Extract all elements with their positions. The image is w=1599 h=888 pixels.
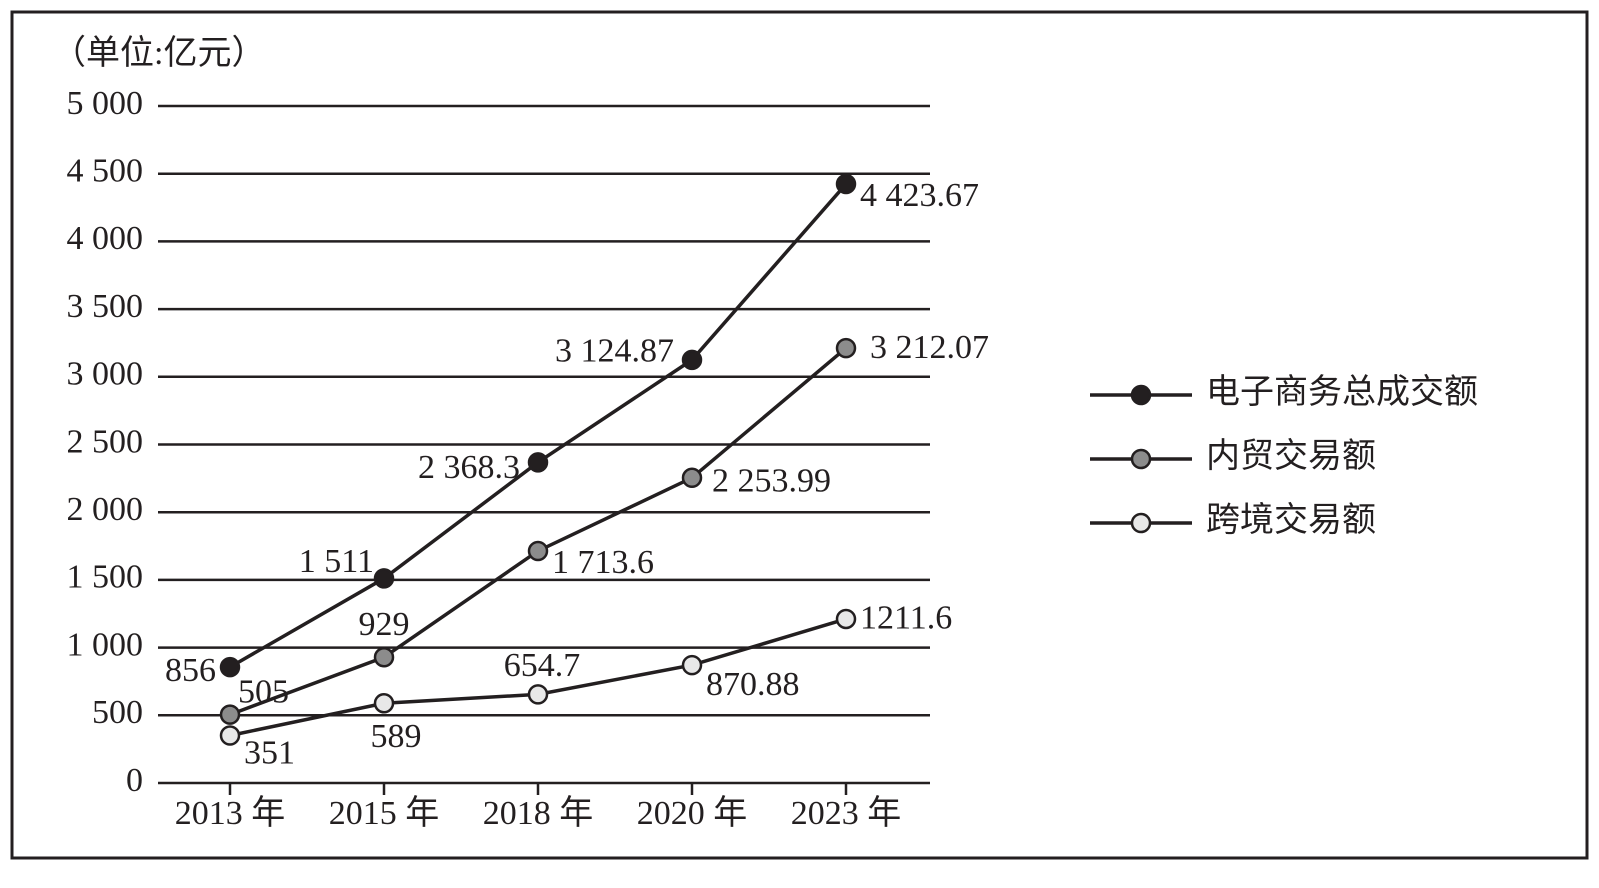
data-label: 2 253.99 <box>712 463 831 500</box>
x-tick-label: 2018 年 <box>483 794 594 832</box>
point <box>527 452 549 473</box>
legend-label: 内贸交易额 <box>1206 437 1376 475</box>
y-tick-label: 1 500 <box>67 559 144 596</box>
point <box>527 684 549 705</box>
point <box>373 692 395 714</box>
point <box>373 646 395 668</box>
data-label: 2 368.3 <box>418 449 520 486</box>
data-label: 1211.6 <box>860 600 952 637</box>
point <box>219 704 241 725</box>
data-label: 870.88 <box>706 666 800 703</box>
point <box>219 725 241 746</box>
y-tick-label: 4 500 <box>67 152 144 189</box>
data-label: 4 423.67 <box>860 177 979 214</box>
point <box>681 654 703 676</box>
y-tick-label: 1 000 <box>67 626 144 663</box>
data-label: 856 <box>165 652 216 689</box>
legend-label: 电子商务总成交额 <box>1206 373 1478 411</box>
x-tick-label: 2023 年 <box>791 794 902 832</box>
point <box>835 337 857 359</box>
point <box>835 173 857 195</box>
y-tick-label: 0 <box>126 762 143 799</box>
point <box>835 608 857 630</box>
data-label: 351 <box>244 734 295 771</box>
y-tick-label: 3 000 <box>67 356 144 393</box>
y-tick-label: 500 <box>92 694 143 731</box>
point <box>681 349 703 371</box>
data-label: 654.7 <box>504 647 581 684</box>
data-label: 3 124.87 <box>555 333 674 370</box>
data-label: 3 212.07 <box>870 329 989 366</box>
x-tick-label: 2020 年 <box>637 794 748 832</box>
legend-label: 跨境交易额 <box>1206 501 1376 539</box>
point <box>681 467 703 489</box>
point <box>373 568 395 589</box>
x-tick-label: 2015 年 <box>329 794 440 832</box>
y-tick-label: 5 000 <box>67 85 144 122</box>
frame <box>10 10 1589 860</box>
x-tick-label: 2013 年 <box>175 794 286 832</box>
data-label: 1 713.6 <box>552 544 654 581</box>
legend-marker <box>1130 512 1152 534</box>
legend-marker <box>1130 448 1152 470</box>
unit-label: （单位:亿元） <box>52 34 265 72</box>
data-label: 505 <box>238 673 289 710</box>
data-label: 929 <box>359 606 410 643</box>
y-tick-label: 4 000 <box>67 220 144 257</box>
point <box>527 540 549 562</box>
y-tick-label: 3 500 <box>67 288 144 325</box>
legend-marker <box>1130 384 1152 406</box>
data-label: 589 <box>371 718 422 755</box>
point <box>219 656 241 678</box>
data-label: 1 511 <box>299 543 374 580</box>
y-tick-label: 2 500 <box>67 423 144 460</box>
y-tick-label: 2 000 <box>67 491 144 528</box>
